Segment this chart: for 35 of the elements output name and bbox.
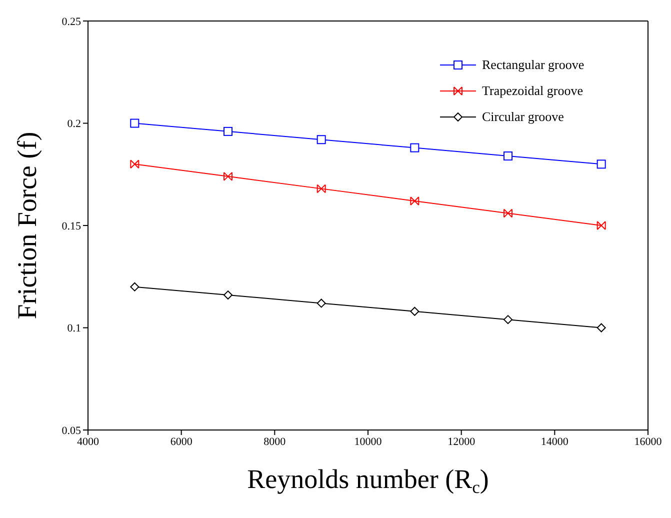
point [410,143,420,152]
y-tick-label: 0.15 [62,220,82,232]
point [224,290,232,300]
x-tick-label: 8000 [264,436,286,448]
point [316,135,326,144]
point [130,118,140,128]
point [504,315,512,324]
point [130,282,140,292]
point [130,160,140,169]
x-tick-label: 10000 [354,436,382,448]
point [504,208,512,218]
x-tick-label: 12000 [448,436,476,448]
point [224,172,232,181]
point [596,160,606,169]
y-axis-title: Friction Force (f) [12,132,42,320]
y-tick-label: 0.1 [67,322,81,335]
x-tick-label: 16000 [634,436,662,448]
x-axis-title: Reynolds number (R$_{c}$) [247,464,489,498]
point [316,298,326,308]
y-tick-label: 0.25 [62,16,82,28]
legend-label: Circular groove [482,109,564,124]
point [504,151,512,160]
legend-label: Trapezoidal groove [482,83,584,98]
point [224,126,232,136]
x-tick-label: 6000 [170,436,193,448]
y-tick-label: 0.2 [67,118,81,130]
point [596,323,606,332]
x-tick-label: 14000 [540,436,569,448]
x-tick-label: 4000 [77,436,100,448]
legend-label: Rectangular groove [482,57,584,72]
point [316,184,326,194]
point [596,221,606,230]
y-tick-label: 0.05 [62,424,82,437]
point [410,196,420,206]
point [410,306,420,316]
